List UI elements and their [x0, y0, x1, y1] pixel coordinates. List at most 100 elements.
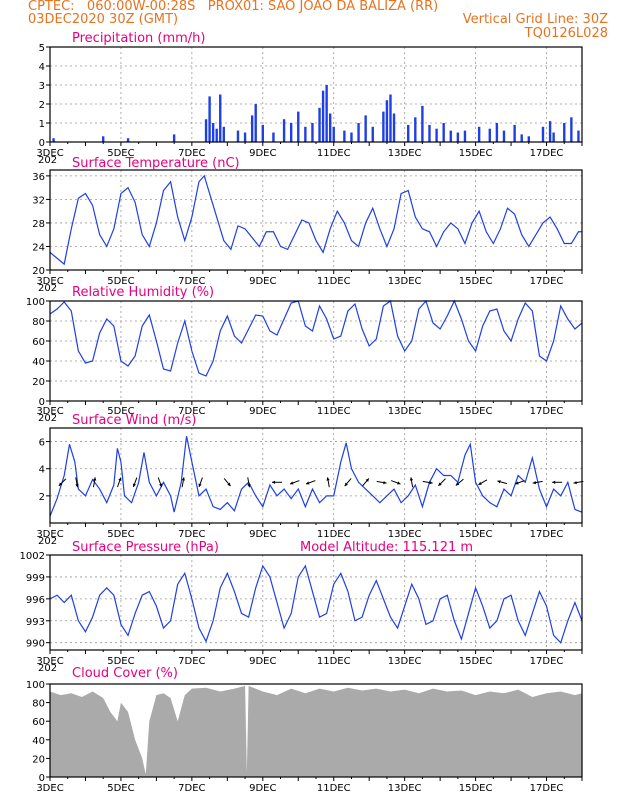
plot-frame	[49, 300, 583, 402]
x-tick-label: 13DEC	[388, 276, 422, 287]
x-tick-label: 3DEC	[36, 148, 63, 159]
wind-arrow	[132, 477, 138, 488]
wind-arrow	[409, 477, 414, 488]
x-tick-label: 15DEC	[459, 148, 493, 159]
panel-title-cloud: Cloud Cover (%)	[72, 666, 178, 681]
wind-arrow	[326, 477, 330, 488]
y-tick-label: 0	[39, 138, 45, 149]
panel-title-precip: Precipitation (mm/h)	[72, 31, 205, 46]
wind-arrow	[58, 478, 67, 487]
wind-arrow	[422, 480, 433, 485]
plot-frame	[49, 46, 583, 143]
wind-arrow	[116, 477, 122, 488]
precip-bar	[126, 138, 130, 142]
wind-arrow	[478, 479, 488, 486]
precip-bar	[442, 123, 445, 142]
x-tick-label: 13DEC	[388, 656, 422, 667]
wind-arrow	[438, 478, 446, 487]
y-tick-label: 24	[32, 242, 45, 253]
precip-bar	[563, 123, 566, 142]
panel-humidity	[46, 299, 583, 405]
precip-bar	[392, 113, 396, 142]
precip-bar	[52, 138, 55, 142]
precip-bar	[456, 132, 460, 142]
y-tick-label: 80	[32, 317, 45, 328]
wind-arrow	[92, 477, 97, 488]
precip-bar	[414, 117, 417, 142]
precip-bar	[364, 115, 367, 142]
precip-bar	[332, 126, 335, 142]
precip-bar	[219, 94, 222, 142]
precip-bar	[172, 134, 176, 142]
x-tick-label: 11DEC	[317, 529, 351, 540]
x-tick-label: 17DEC	[530, 783, 564, 794]
precip-bar	[254, 104, 257, 142]
wind-arrow	[223, 478, 231, 487]
wind-arrow	[362, 478, 370, 487]
precip-bar	[318, 107, 321, 142]
precip-bar	[527, 136, 530, 142]
header-date: 03DEC2020 30Z (GMT)	[28, 12, 179, 27]
x-tick-label: 7DEC	[178, 783, 205, 794]
panel-temperature	[46, 169, 583, 274]
x-tick-label: 5DEC	[107, 656, 134, 667]
x-tick-label: 5DEC	[107, 406, 134, 417]
x-tick-label: 5DEC	[107, 148, 134, 159]
x-tick-label: 5DEC	[107, 529, 134, 540]
precip-bar	[385, 100, 389, 142]
y-tick-label: 20	[32, 266, 45, 277]
precip-bar	[222, 126, 225, 142]
x-tick-label: 17DEC	[530, 148, 564, 159]
x-tick-label: 11DEC	[317, 148, 351, 159]
header-model-code: TQ0126L028	[524, 26, 608, 41]
precip-bar	[382, 111, 385, 142]
precip-bar	[215, 128, 218, 142]
x-tick-label: 15DEC	[459, 656, 493, 667]
precip-bar	[570, 117, 573, 142]
x-tick-label: 3DEC	[36, 656, 63, 667]
y-tick-label: 993	[26, 617, 45, 628]
plot-frame	[49, 427, 583, 524]
model-altitude-annotation: Model Altitude: 115.121 m	[300, 540, 473, 555]
wind-arrow	[497, 480, 508, 485]
precip-bar	[495, 123, 499, 142]
pressure-line	[49, 564, 583, 644]
precip-bar	[325, 85, 328, 142]
precip-bar	[371, 126, 374, 142]
precip-bar	[236, 130, 240, 142]
cloud-cover-area	[50, 685, 582, 777]
x-tick-label: 7DEC	[178, 656, 205, 667]
wind-arrow	[198, 477, 203, 488]
plot-frame	[49, 169, 583, 271]
y-tick-label: 999	[26, 573, 45, 584]
precip-bar	[389, 94, 392, 142]
precip-bar	[502, 130, 506, 142]
precip-bar	[552, 132, 555, 142]
precip-bar	[350, 132, 353, 142]
precip-bar	[297, 111, 300, 142]
y-tick-label: 60	[32, 717, 45, 728]
precip-bar	[421, 105, 424, 142]
precip-bar	[102, 136, 105, 142]
wind-arrow	[75, 477, 79, 488]
y-tick-label: 990	[26, 639, 45, 650]
panel-precip	[46, 46, 583, 146]
y-tick-label: 996	[26, 595, 45, 606]
y-tick-label: 20	[32, 377, 45, 388]
x-tick-label: 9DEC	[249, 656, 276, 667]
x-tick-year-fragment: 202	[38, 536, 57, 547]
x-tick-label: 13DEC	[388, 148, 422, 159]
y-tick-label: 0	[39, 773, 45, 784]
panel-cloud	[46, 683, 583, 781]
temperature-line	[49, 174, 582, 266]
x-tick-year-fragment: 202	[38, 413, 57, 424]
x-tick-label: 17DEC	[530, 656, 564, 667]
x-tick-label: 3DEC	[36, 529, 63, 540]
humidity-line	[49, 299, 583, 377]
precip-bar	[250, 115, 254, 142]
precip-bar	[211, 123, 215, 142]
precip-bar	[548, 121, 552, 142]
y-tick-label: 80	[32, 699, 45, 710]
x-tick-label: 5DEC	[107, 276, 134, 287]
precip-bar	[435, 128, 438, 142]
